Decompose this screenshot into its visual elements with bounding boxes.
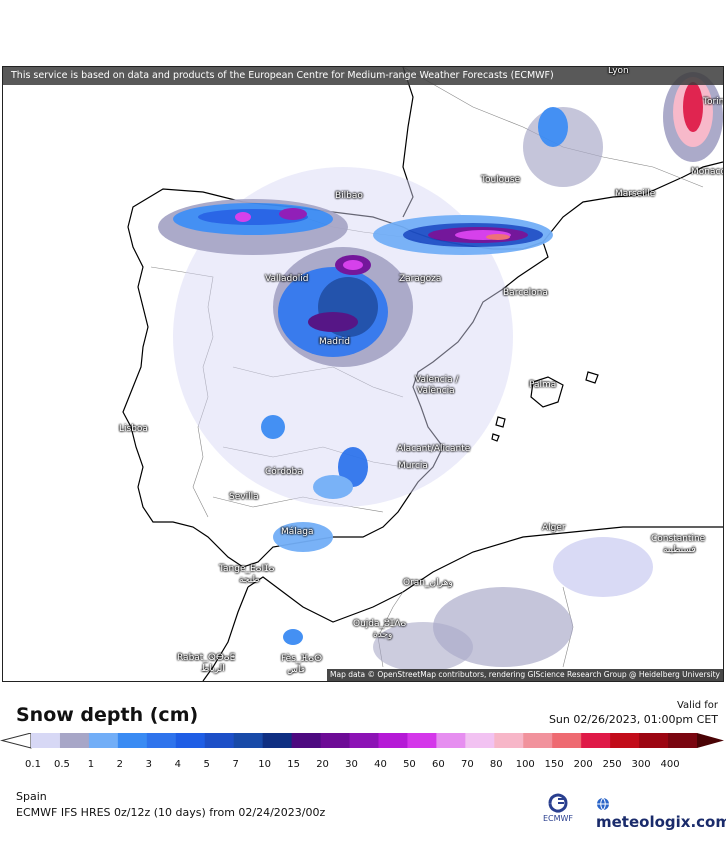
scale-label: 80 [490,759,503,770]
snow-fields [158,72,723,672]
map-canvas [122,67,723,681]
scale-swatch [117,733,148,748]
city-label: Lyon [608,66,629,76]
forecast-map[interactable]: This service is based on data and produc… [2,66,724,682]
city-label: Madrid [319,337,350,347]
city-label: Murcia [398,461,428,471]
region-label: Spain [16,790,47,803]
scale-label: 70 [461,759,474,770]
city-label: Tange_ⴹⴰⵏⵊⴰ [219,564,275,574]
city-label: Córdoba [265,467,303,477]
scale-label: 60 [432,759,445,770]
city-label: Barcelona [503,288,548,298]
city-label: Constantine [651,534,706,544]
scale-label: 2 [117,759,123,770]
city-label: Lisboa [119,424,148,434]
city-label: وجدة [373,630,393,640]
valid-time: Sun 02/26/2023, 01:00pm CET [548,713,718,726]
scale-swatch [262,733,293,748]
scale-label: 200 [574,759,593,770]
city-label: Valencia / [415,375,459,385]
ecmwf-logo: ECMWF [543,793,573,823]
scale-label: 50 [403,759,416,770]
scale-label: 250 [603,759,622,770]
city-label: Sevilla [229,492,259,502]
scale-label: 40 [374,759,387,770]
scale-swatch [610,733,640,748]
scale-label: 150 [545,759,564,770]
scale-label: 5 [204,759,210,770]
city-label: Málaga [281,527,314,537]
city-label: Alger [542,523,566,533]
scale-swatch [291,733,322,748]
scale-label: 30 [345,759,358,770]
scale-swatch [349,733,379,748]
valid-label: Valid for [676,700,718,711]
city-label: Marseille [615,189,656,199]
scale-label: 1 [88,759,94,770]
color-scale: 0.1 0.5 1 2 3 4 5 7 10 15 20 30 40 50 60 70 80 100 150 200 2… [0,733,724,770]
city-label: Torin [703,97,724,107]
scale-label: 400 [660,759,679,770]
scale-label: 300 [632,759,651,770]
scale-swatch [233,733,264,748]
city-label: Valladolid [265,274,309,284]
scale-label: 3 [146,759,152,770]
scale-swatch [494,733,524,748]
city-label: València [417,386,455,396]
scale-swatch [465,733,495,748]
scale-label: 20 [316,759,329,770]
scale-label: 7 [233,759,239,770]
scale-swatch [204,733,235,748]
scale-swatch [581,733,611,748]
scale-swatch [378,733,408,748]
scale-swatch [320,733,351,748]
city-label: Fès_ⴼⴰⵙ [281,654,323,664]
scale-swatch [668,733,698,748]
scale-swatch [175,733,206,748]
scale-swatch [146,733,177,748]
city-label: Palma [529,380,557,390]
scale-swatch [407,733,437,748]
city-label: الرباط [201,664,225,674]
ecmwf-banner: This service is based on data and produc… [3,67,723,85]
scale-left-arrow [0,733,32,749]
scale-swatch [523,733,553,748]
city-label: Zaragoza [399,274,442,284]
map-attribution: Map data © OpenStreetMap contributors, r… [327,669,723,681]
map-title: Snow depth (cm) [16,704,199,726]
city-label: Rabat_ⵕⴱⴰⵟ [177,653,236,663]
scale-right-arrow [697,733,724,748]
scale-label: 15 [287,759,300,770]
globe-icon [597,797,609,811]
scale-label: 10 [258,759,271,770]
city-label: فاس [287,665,306,675]
scale-swatch [31,733,61,748]
model-info: ECMWF IFS HRES 0z/12z (10 days) from 02/… [16,806,326,819]
scale-swatch [552,733,582,748]
scale-label: 0.5 [54,759,70,770]
city-label: Toulouse [481,175,521,185]
city-label: طنجة [239,575,260,585]
city-label: قسنطينة [663,545,696,555]
city-label: Monaco [691,167,724,177]
scale-swatch [436,733,466,748]
ecmwf-logo-text: ECMWF [543,814,573,823]
scale-swatch [88,733,119,748]
city-label: Bilbao [335,191,363,201]
scale-label: 100 [516,759,535,770]
scale-label: 4 [175,759,181,770]
city-label: Oran_وهران [403,578,453,588]
city-label: Alacant/Alicante [397,444,471,454]
city-label: Oujda_ⵓⵊⴷⴰ [353,619,407,629]
scale-swatch [59,733,90,748]
scale-swatch [639,733,669,748]
brand-name[interactable]: meteologix.com [596,795,726,831]
scale-label: 0.1 [25,759,41,770]
